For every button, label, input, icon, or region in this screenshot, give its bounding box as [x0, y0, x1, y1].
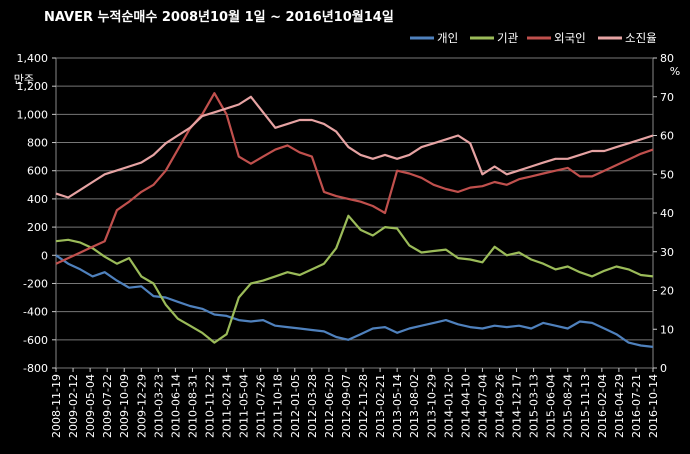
x-tick-label: 2009-05-04 [84, 374, 97, 438]
y-axis-left: 1,400 1,200 1,000 800 600 400 200 0 -200 -400 -600… [17, 52, 56, 375]
x-tick-label: 2011-02-14 [221, 374, 234, 438]
x-tick-label: 2010-06-14 [169, 374, 182, 438]
x-tick-label: 2010-03-23 [152, 374, 165, 438]
series-line-0 [55, 254, 654, 348]
x-tick-label: 2015-08-24 [562, 374, 575, 438]
y-right-tick-label: 20 [660, 285, 674, 298]
y-left-tick-label: -600 [23, 334, 48, 347]
y-right-tick-label: 30 [660, 246, 674, 259]
x-tick-label: 2013-02-21 [374, 374, 387, 438]
series-line-1 [55, 214, 654, 344]
y-left-tick-label: 200 [27, 221, 48, 234]
x-tick-label: 2015-11-13 [579, 374, 592, 438]
x-axis: 2008-11-19 2009-02-12 2009-05-04 2009-07-22… [50, 368, 660, 438]
gridlines [56, 57, 653, 369]
series-line-2 [55, 92, 654, 265]
y-left-tick-label: 1,400 [17, 52, 49, 65]
x-tick-label: 2014-07-04 [476, 374, 489, 438]
x-tick-label: 2014-04-10 [459, 374, 472, 438]
y-right-tick-label: 0 [660, 362, 667, 375]
x-tick-label: 2014-09-26 [493, 374, 506, 438]
y-right-tick-label: 80 [660, 52, 674, 65]
x-tick-label: 2013-10-29 [425, 374, 438, 438]
y-left-tick-label: -400 [23, 306, 48, 319]
y-left-tick-label: -800 [23, 362, 48, 375]
x-tick-label: 2014-12-17 [511, 374, 524, 438]
legend: 개인 기관 외국인 소진율 [410, 31, 657, 45]
x-tick-label: 2012-11-28 [357, 374, 370, 438]
x-tick-label: 2012-01-05 [289, 374, 302, 438]
y-right-unit-label: % [670, 65, 680, 78]
x-tick-label: 2013-08-02 [408, 374, 421, 438]
x-tick-label: 2009-10-09 [118, 374, 131, 438]
x-tick-label: 2009-12-29 [135, 374, 148, 438]
x-tick-label: 2015-06-04 [545, 374, 558, 438]
y-left-tick-label: 600 [27, 165, 48, 178]
x-tick-label: 2016-04-29 [613, 374, 626, 438]
legend-label: 소진율 [625, 31, 657, 45]
y-left-tick-label: 800 [27, 137, 48, 150]
x-tick-label: 2014-01-20 [442, 374, 455, 438]
y-left-tick-label: 1,000 [17, 108, 49, 121]
x-tick-label: 2012-09-07 [340, 374, 353, 438]
x-tick-label: 2010-08-31 [186, 374, 199, 438]
x-tick-label: 2011-05-04 [238, 374, 251, 438]
y-right-tick-label: 70 [660, 91, 674, 104]
y-left-unit-label: 만주 [14, 73, 34, 86]
x-tick-label: 2016-10-14 [647, 374, 660, 438]
y-left-tick-label: -200 [23, 277, 48, 290]
x-tick-label: 2012-06-20 [323, 374, 336, 438]
x-tick-label: 2013-05-14 [391, 374, 404, 438]
chart-title: NAVER 누적순매수 2008년10월 1일 ~ 2016년10월14일 [44, 9, 394, 25]
x-tick-label: 2016-07-21 [630, 374, 643, 438]
x-tick-label: 2008-11-19 [50, 374, 63, 438]
x-tick-label: 2012-03-28 [306, 374, 319, 438]
y-right-tick-label: 40 [660, 207, 674, 220]
y-left-tick-label: 400 [27, 193, 48, 206]
y-right-tick-label: 60 [660, 130, 674, 143]
plot-area [55, 57, 654, 369]
y-left-tick-label: 0 [41, 249, 48, 262]
x-tick-label: 2009-02-12 [67, 374, 80, 438]
x-tick-label: 2015-03-13 [528, 374, 541, 438]
y-axis-right: 80 70 60 50 40 30 20 10 0 [653, 52, 674, 375]
legend-label: 외국인 [554, 31, 586, 45]
y-right-tick-label: 10 [660, 323, 674, 336]
legend-label: 개인 [437, 31, 458, 45]
y-right-tick-label: 50 [660, 168, 674, 181]
x-tick-label: 2011-10-18 [272, 374, 285, 438]
series-lines [55, 92, 654, 348]
x-tick-label: 2016-02-04 [596, 374, 609, 438]
y-left-tick-label: 1,200 [17, 80, 49, 93]
series-line-3 [55, 95, 654, 199]
x-tick-label: 2010-11-22 [204, 374, 217, 438]
x-tick-label: 2009-07-22 [101, 374, 114, 438]
legend-label: 기관 [497, 31, 519, 45]
x-tick-label: 2011-07-26 [255, 374, 268, 438]
